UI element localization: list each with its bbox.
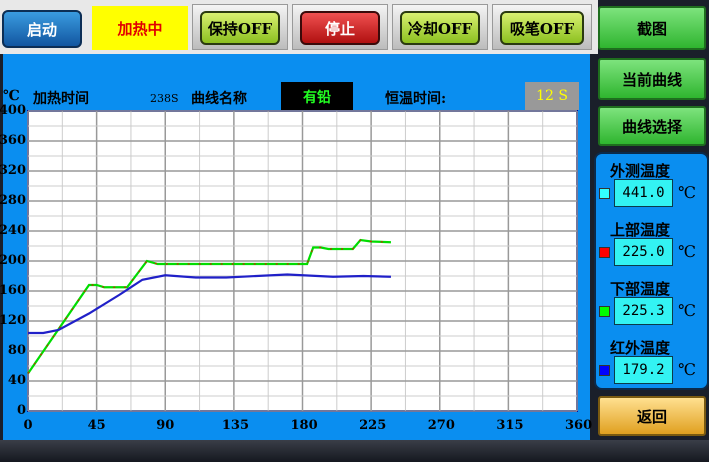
- screenshot-button[interactable]: 截图: [598, 6, 706, 50]
- hold-button[interactable]: 保持OFF: [200, 11, 280, 45]
- y-tick-label: 400: [0, 103, 26, 118]
- hold-time-label: 恒温时间:: [385, 91, 447, 107]
- y-tick-label: 120: [0, 313, 26, 328]
- sensor-unit: ℃: [678, 360, 696, 379]
- x-tick-label: 90: [156, 418, 175, 433]
- curve-name-label: 曲线名称: [191, 91, 247, 107]
- x-tick-label: 0: [23, 418, 33, 433]
- heat-time-value: 238S: [150, 92, 179, 105]
- sensor-value: 179.2: [614, 356, 673, 384]
- stop-button[interactable]: 停止: [300, 11, 380, 45]
- heat-time-label: 加热时间: [33, 91, 89, 107]
- sensor-panel: 外测温度 441.0 ℃ 上部温度 225.0 ℃ 下部温度 225.3 ℃ 红外温度…: [594, 152, 709, 390]
- x-tick-label: 135: [221, 418, 250, 433]
- sensor-value: 225.0: [614, 238, 673, 266]
- x-tick-label: 315: [496, 418, 524, 433]
- series-line: [27, 238, 391, 375]
- sensor-color-swatch: [599, 247, 610, 258]
- sensor-color-swatch: [599, 188, 610, 199]
- curve-select-button[interactable]: 曲线选择: [598, 106, 706, 146]
- y-tick-label: 160: [0, 283, 26, 298]
- back-button[interactable]: 返回: [598, 396, 706, 436]
- y-tick-label: 280: [0, 193, 26, 208]
- unit-label: ℃: [3, 88, 20, 104]
- y-tick-label: 80: [7, 343, 26, 358]
- sensor-unit: ℃: [678, 301, 696, 320]
- sensor-unit: ℃: [678, 183, 696, 202]
- sensor-color-swatch: [599, 365, 610, 376]
- sensor-value: 225.3: [614, 297, 673, 325]
- sensor-label: 红外温度: [610, 339, 671, 357]
- y-tick-label: 40: [7, 373, 26, 388]
- bottom-bezel: [0, 440, 709, 462]
- heating-status: 加热中: [92, 6, 188, 50]
- sensor-label: 下部温度: [610, 280, 671, 298]
- series-line: [28, 273, 391, 335]
- x-tick-label: 180: [290, 418, 318, 433]
- curve-name-value: 有铅: [281, 82, 353, 112]
- y-tick-label: 200: [0, 253, 26, 268]
- current-curve-button[interactable]: 当前曲线: [598, 58, 706, 100]
- x-tick-label: 270: [427, 418, 455, 433]
- x-tick-label: 360: [565, 418, 593, 433]
- suction-button[interactable]: 吸笔OFF: [500, 11, 584, 45]
- sensor-unit: ℃: [678, 242, 696, 261]
- y-tick-label: 240: [0, 223, 26, 238]
- start-button[interactable]: 启动: [2, 10, 82, 48]
- hold-time-value: 12 S: [525, 82, 579, 110]
- cool-button[interactable]: 冷却OFF: [400, 11, 480, 45]
- sensor-color-swatch: [599, 306, 610, 317]
- x-tick-label: 45: [87, 418, 106, 433]
- y-tick-label: 320: [0, 163, 26, 178]
- x-tick-label: 225: [359, 418, 387, 433]
- y-tick-label: 0: [16, 403, 26, 418]
- sensor-value: 441.0: [614, 179, 673, 207]
- y-tick-label: 360: [0, 133, 26, 148]
- sensor-label: 上部温度: [610, 221, 671, 239]
- sensor-label: 外测温度: [610, 162, 671, 180]
